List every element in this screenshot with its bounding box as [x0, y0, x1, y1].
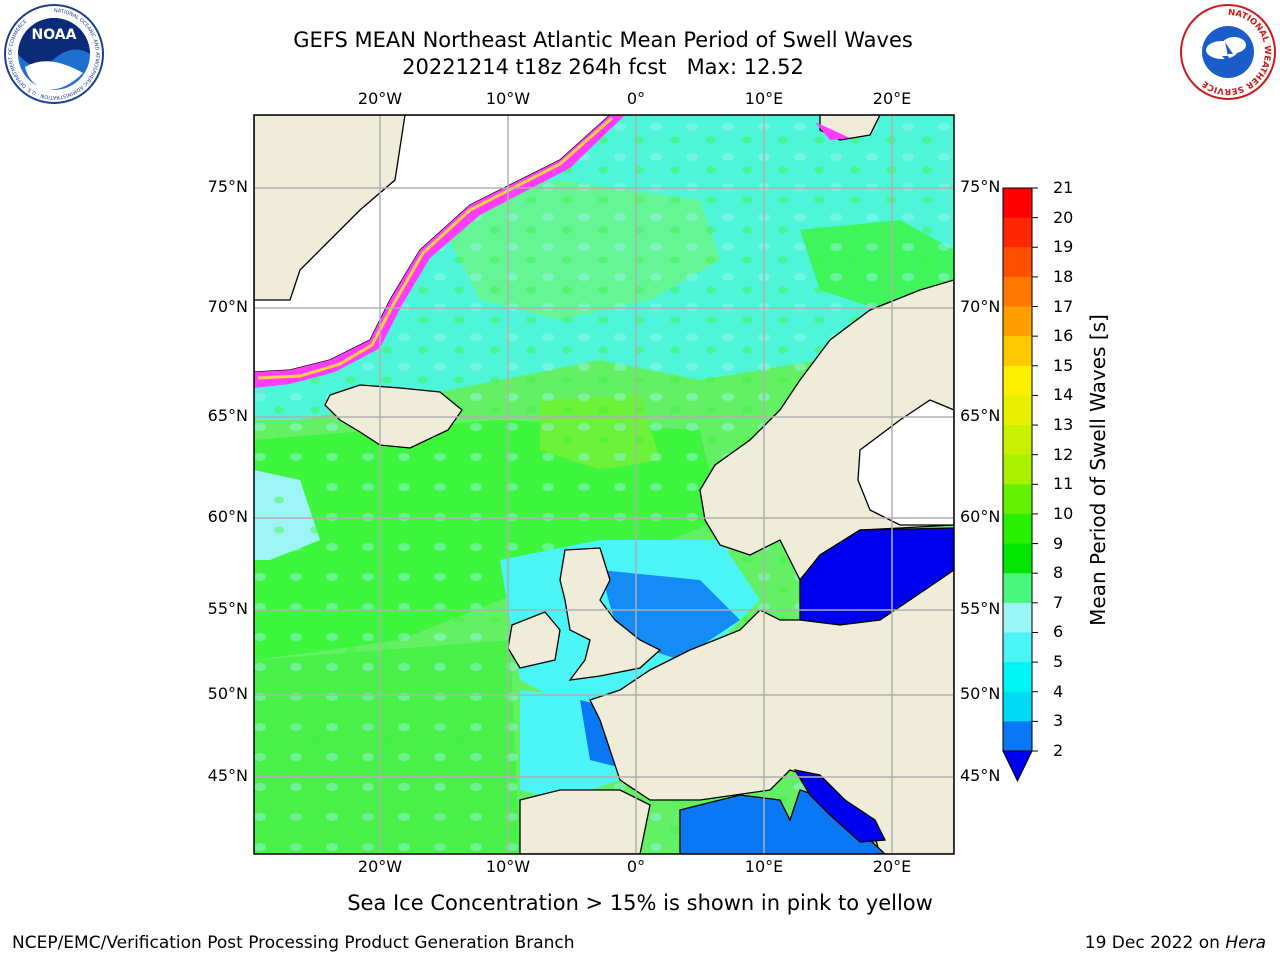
colorbar-segment	[1003, 632, 1032, 663]
colorbar-segment	[1003, 602, 1032, 633]
colorbar-tick-label: 15	[1053, 355, 1074, 375]
lat-label-right-70n: 70°N	[960, 297, 1001, 316]
noaa-logo: NOAA NATIONAL OCEANIC AND ATMOSPHERIC AD…	[4, 4, 104, 104]
footer-date-text: 19 Dec 2022 on	[1084, 933, 1226, 953]
lon-label-bottom-10e: 10°E	[744, 857, 784, 876]
colorbar-tick-label: 11	[1053, 474, 1074, 494]
colorbar-title: Mean Period of Swell Waves [s]	[1086, 314, 1110, 626]
footer-date: 19 Dec 2022 on Hera	[1085, 933, 1266, 953]
colorbar-extend-arrow	[1002, 750, 1033, 783]
colorbar-tick-label: 5	[1053, 652, 1064, 672]
lat-label-65n: 65°N	[207, 406, 248, 425]
lon-label-20w: 20°W	[357, 89, 403, 108]
lat-label-70n: 70°N	[207, 297, 248, 316]
sea-ice-edge	[254, 115, 625, 388]
run-label: 20221214 t18z 264h fcst	[402, 55, 667, 79]
colorbar-tick-label: 9	[1053, 533, 1064, 553]
colorbar-segment	[1003, 513, 1032, 545]
nws-logo: NATIONAL WEATHER SERVICE	[1180, 4, 1276, 100]
colorbar-segment	[1003, 484, 1032, 515]
colorbar-tick-label: 4	[1053, 681, 1064, 701]
colorbar-tick-label: 13	[1053, 415, 1074, 435]
sea-ice-core	[257, 116, 613, 380]
colorbar-segment	[1003, 217, 1032, 248]
lon-label-bottom-20w: 20°W	[357, 857, 403, 876]
colorbar-segment	[1003, 543, 1032, 574]
lat-label-right-60n: 60°N	[960, 507, 1001, 526]
lon-label-bottom-0: 0°	[626, 857, 646, 876]
lon-label-bottom-10w: 10°W	[485, 857, 531, 876]
footer-host: Hera	[1225, 933, 1266, 953]
max-label: Max: 12.52	[686, 55, 804, 79]
colorbar-tick-label: 19	[1053, 237, 1074, 257]
colorbar-tick-label: 7	[1053, 592, 1064, 612]
lat-label-right-45n: 45°N	[960, 766, 1001, 785]
lon-label-10e: 10°E	[744, 89, 784, 108]
lon-label-bottom-20e: 20°E	[872, 857, 912, 876]
lat-label-60n: 60°N	[207, 507, 248, 526]
colorbar-tick-label: 3	[1053, 711, 1064, 731]
colorbar-tick-label: 8	[1053, 563, 1064, 583]
colorbar-segment	[1003, 691, 1032, 722]
lat-label-55n: 55°N	[207, 599, 248, 618]
lat-label-50n: 50°N	[207, 684, 248, 703]
colorbar-segment	[1003, 573, 1032, 604]
colorbar-tick-label: 17	[1053, 296, 1074, 316]
lat-label-75n: 75°N	[207, 177, 248, 196]
colorbar-segment	[1003, 662, 1032, 693]
colorbar-segment	[1003, 425, 1032, 456]
sea-ice-caption: Sea Ice Concentration > 15% is shown in …	[347, 891, 933, 915]
map-frame	[253, 114, 955, 855]
colorbar-tick-label: 18	[1053, 266, 1074, 286]
colorbar-tick-label: 6	[1053, 622, 1064, 642]
colorbar-tick-label: 14	[1053, 385, 1074, 405]
noaa-center-text: NOAA	[32, 27, 77, 43]
lon-label-10w: 10°W	[485, 89, 531, 108]
colorbar-tick-label: 12	[1053, 444, 1074, 464]
lon-label-20e: 20°E	[872, 89, 912, 108]
map-subtitle: 20221214 t18z 264h fcst Max: 12.52	[0, 54, 1206, 81]
colorbar-segment	[1003, 721, 1032, 752]
colorbar-segment	[1003, 365, 1032, 396]
lat-label-right-55n: 55°N	[960, 599, 1001, 618]
colorbar-segment	[1003, 454, 1032, 485]
colorbar-tick-label: 21	[1053, 178, 1074, 197]
colorbar-tick-label: 20	[1053, 207, 1074, 227]
colorbar-tick-label: 2	[1053, 741, 1064, 760]
lat-label-right-65n: 65°N	[960, 406, 1001, 425]
colorbar-segment	[1003, 395, 1032, 426]
lat-label-right-75n: 75°N	[960, 177, 1001, 196]
footer-credit: NCEP/EMC/Verification Post Processing Pr…	[12, 933, 575, 953]
colorbar	[1003, 187, 1038, 752]
colorbar-segment	[1003, 276, 1032, 308]
lon-label-0: 0°	[626, 89, 646, 108]
colorbar-tick-label: 16	[1053, 326, 1074, 346]
lat-label-45n: 45°N	[207, 766, 248, 785]
colorbar-tick-label: 10	[1053, 503, 1074, 523]
colorbar-segment	[1003, 336, 1032, 367]
colorbar-segment	[1003, 188, 1032, 219]
colorbar-segment	[1003, 247, 1032, 278]
graticule	[254, 115, 954, 854]
map-title: GEFS MEAN Northeast Atlantic Mean Period…	[293, 28, 913, 52]
colorbar-segment	[1003, 306, 1032, 337]
lat-label-right-50n: 50°N	[960, 684, 1001, 703]
map-field	[254, 115, 954, 854]
